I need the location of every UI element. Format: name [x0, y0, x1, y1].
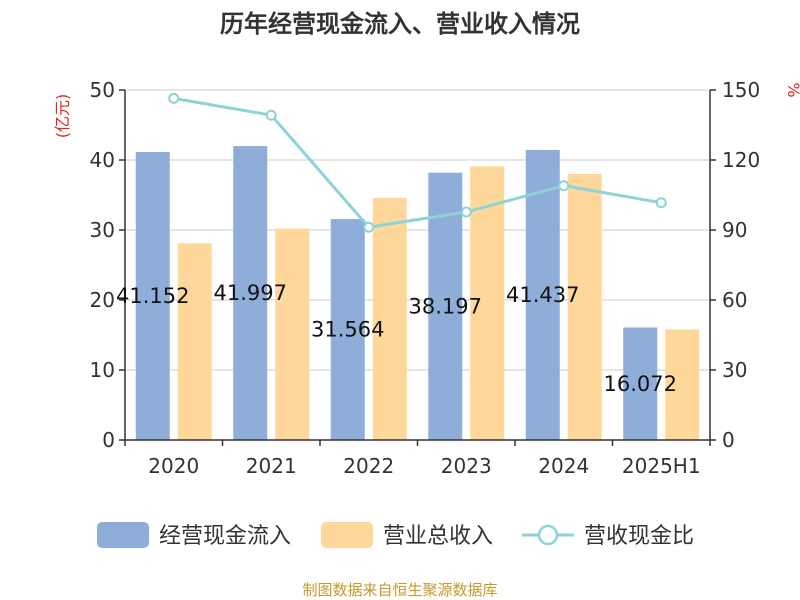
x-tick-label: 2024 [538, 454, 589, 478]
left-tick-label: 10 [90, 358, 115, 382]
right-axis-unit: % [784, 82, 800, 97]
ratio-line [168, 92, 667, 233]
legend-marker-ratio [537, 524, 559, 546]
bars [135, 146, 700, 441]
left-tick-label: 0 [102, 428, 115, 452]
left-tick-label: 50 [90, 78, 115, 102]
right-tick-label: 120 [722, 148, 760, 172]
revenue-bar [665, 329, 700, 440]
cash-inflow-data-label: 41.152 [116, 284, 189, 308]
x-tick-label: 2021 [246, 454, 297, 478]
data-labels: 41.152 41.997 31.564 38.197 41.437 16.072 [116, 281, 677, 396]
cash-inflow-bar [135, 151, 170, 440]
cash-inflow-data-label: 38.197 [409, 294, 482, 318]
x-tick-label: 2023 [441, 454, 492, 478]
left-tick-label: 30 [90, 218, 115, 242]
left-tick-label: 40 [90, 148, 115, 172]
ratio-line-path [173, 96, 662, 229]
chart-title: 历年经营现金流入、营业收入情况 [220, 10, 580, 38]
x-tick-label: 2020 [148, 454, 199, 478]
right-tick-label: 150 [722, 78, 760, 102]
legend-label-revenue: 营业总收入 [383, 524, 493, 549]
ratio-point [363, 221, 375, 233]
source-note: 制图数据来自恒生聚源数据库 [302, 581, 497, 599]
x-tick-label: 2025H1 [622, 454, 701, 478]
right-tick-label: 0 [722, 428, 735, 452]
revenue-bar [275, 228, 310, 440]
cash-inflow-data-label: 16.072 [604, 372, 677, 396]
cash-inflow-bar [525, 149, 560, 441]
ratio-point [168, 92, 180, 104]
legend[interactable]: 经营现金流入 营业总收入 营收现金比 [97, 522, 694, 549]
cash-inflow-data-label: 41.997 [214, 281, 287, 305]
ratio-point [265, 109, 277, 121]
cash-inflow-data-label: 31.564 [311, 318, 384, 342]
cash-inflow-bar [330, 219, 365, 440]
grid-lines [125, 89, 710, 371]
revenue-bar [470, 166, 505, 441]
axes: 0 10 20 30 40 50 0 30 60 90 120 150 2020 2021 2022 2023… [90, 78, 761, 478]
left-tick-label: 20 [90, 288, 115, 312]
legend-label-ratio: 营收现金比 [584, 524, 694, 549]
right-tick-label: 30 [722, 358, 747, 382]
legend-swatch-revenue [321, 522, 373, 548]
x-tick-label: 2022 [343, 454, 394, 478]
legend-label-cash-inflow: 经营现金流入 [159, 524, 291, 549]
cash-inflow-bar [233, 146, 268, 440]
revenue-bar [372, 197, 407, 440]
cash-inflow-bar [623, 327, 658, 440]
cash-inflow-data-label: 41.437 [506, 283, 579, 307]
revenue-bar [177, 243, 212, 440]
right-tick-label: 90 [722, 218, 747, 242]
legend-swatch-cash-inflow [97, 522, 149, 548]
ratio-point [558, 180, 570, 192]
left-axis-unit: (亿元) [53, 94, 72, 139]
right-tick-label: 60 [722, 288, 747, 312]
ratio-point [655, 197, 667, 209]
revenue-bar [567, 174, 602, 440]
ratio-point [460, 206, 472, 218]
